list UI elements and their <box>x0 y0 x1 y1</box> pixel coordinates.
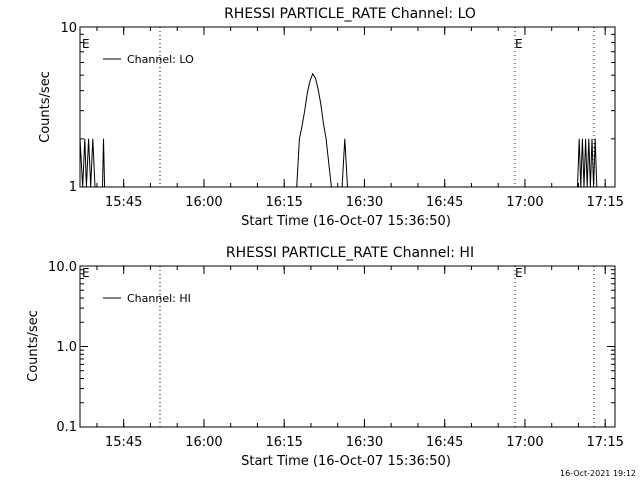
x-ticks-hi: 15:45 16:00 16:15 16:30 16:45 17:00 17:15 <box>96 266 624 450</box>
y-tick-label-01-hi: 0.1 <box>56 420 77 435</box>
x-tick-label: 15:45 <box>105 435 142 450</box>
event-marker-1-hi: E <box>82 266 90 280</box>
y-tick-label-top-lo: 10 <box>60 21 77 36</box>
legend-label-lo: Channel: LO <box>127 53 194 66</box>
panel-hi: RHESSI PARTICLE_RATE Channel: HI Counts/… <box>26 245 624 469</box>
chart-title-lo: RHESSI PARTICLE_RATE Channel: LO <box>224 6 476 22</box>
x-tick-label: 16:45 <box>426 195 463 210</box>
data-line-lo <box>79 72 599 188</box>
legend-label-hi: Channel: HI <box>127 292 191 305</box>
x-tick-label: 15:45 <box>105 195 142 210</box>
y-axis-label-lo: Counts/sec <box>38 71 53 143</box>
x-tick-label: 16:30 <box>346 435 383 450</box>
x-tick-label: 16:45 <box>426 435 463 450</box>
x-tick-label: 16:00 <box>185 195 222 210</box>
x-tick-label: 17:15 <box>586 435 623 450</box>
x-axis-label-hi: Start Time (16-Oct-07 15:36:50) <box>241 454 451 469</box>
footer-timestamp: 16-Oct-2021 19:12 <box>560 469 636 478</box>
y-tick-label-1-hi: 1.0 <box>56 340 77 355</box>
event-marker-2-lo: E <box>515 37 523 51</box>
y-tick-label-bottom-lo: 1 <box>69 180 77 195</box>
panel-lo: RHESSI PARTICLE_RATE Channel: LO Counts/… <box>38 6 624 229</box>
event-marker-1-lo: E <box>82 37 90 51</box>
x-tick-label: 17:00 <box>506 195 543 210</box>
x-tick-label: 17:00 <box>506 435 543 450</box>
y-axis-label-hi: Counts/sec <box>26 310 41 382</box>
x-tick-label: 16:15 <box>265 435 302 450</box>
chart-title-hi: RHESSI PARTICLE_RATE Channel: HI <box>226 245 474 261</box>
x-tick-label: 16:00 <box>185 435 222 450</box>
x-axis-label-lo: Start Time (16-Oct-07 15:36:50) <box>241 214 451 229</box>
y-ticks-lo <box>80 26 615 188</box>
x-ticks-lo: 15:45 16:00 16:15 16:30 16:45 17:00 17:15 <box>96 27 624 210</box>
y-ticks-hi <box>80 265 615 428</box>
x-tick-label: 16:15 <box>265 195 302 210</box>
event-marker-2-hi: E <box>515 266 523 280</box>
x-tick-label: 16:30 <box>346 195 383 210</box>
x-tick-label: 17:15 <box>586 195 623 210</box>
y-tick-label-10-hi: 10.0 <box>48 260 77 275</box>
